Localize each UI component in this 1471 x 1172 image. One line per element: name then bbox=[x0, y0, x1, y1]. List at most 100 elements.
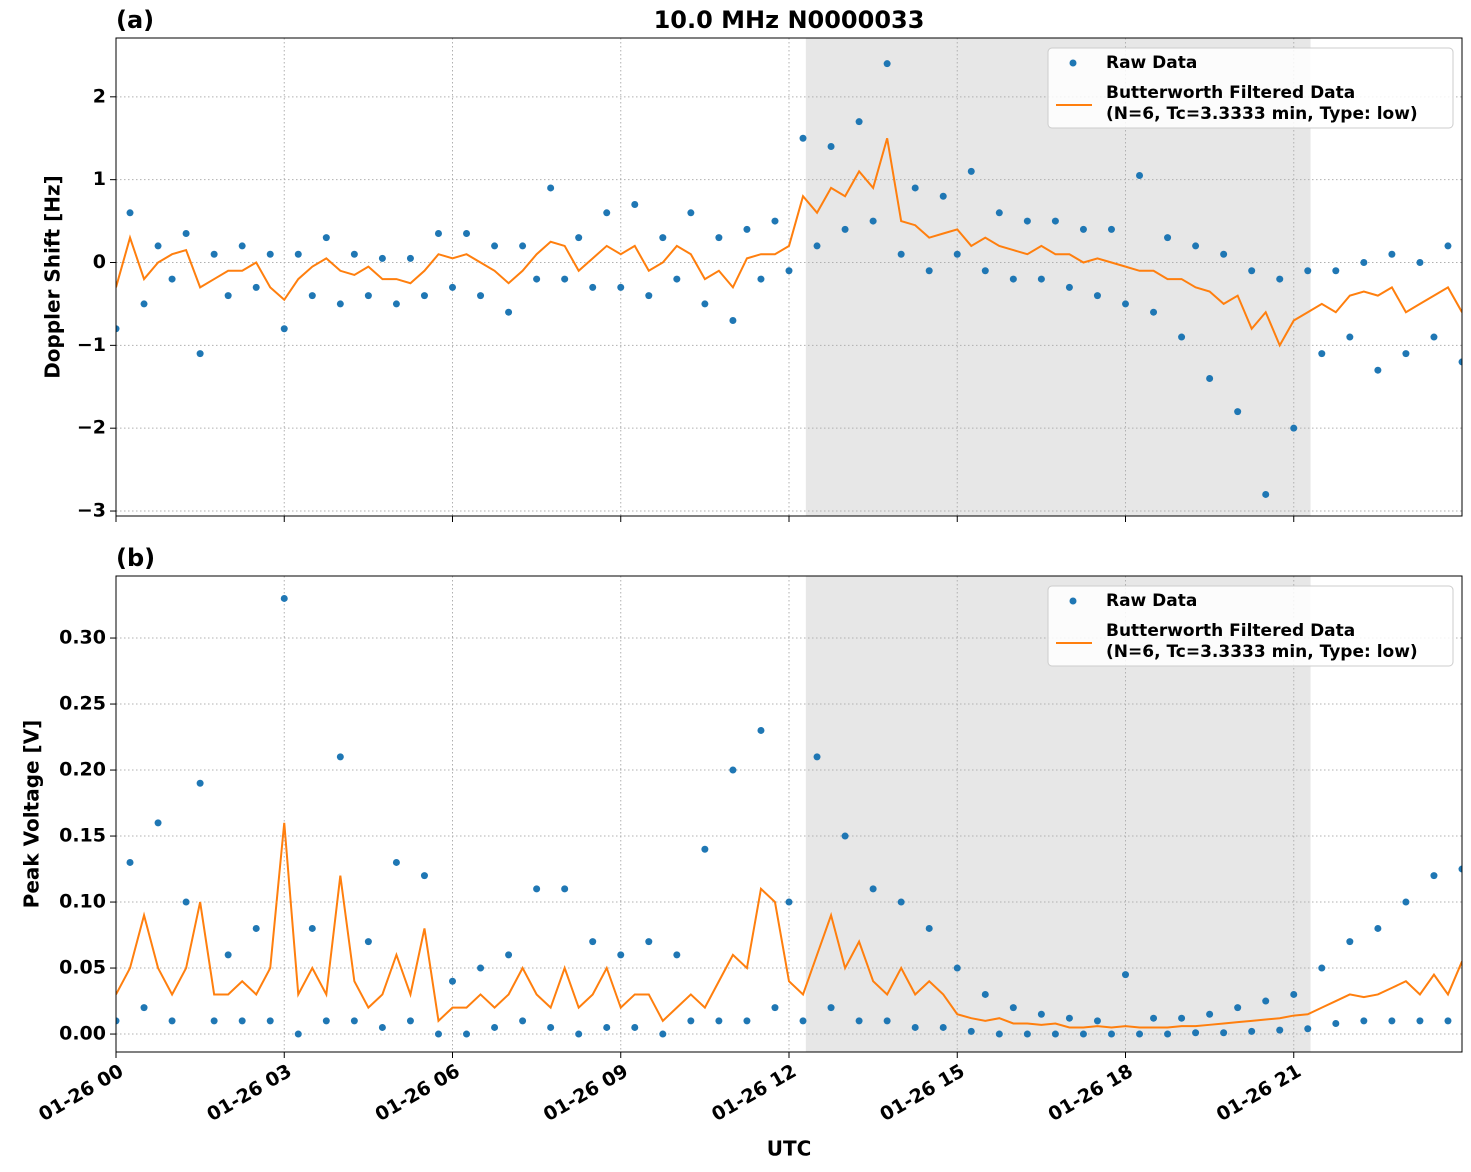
raw-point bbox=[743, 225, 751, 233]
raw-point bbox=[1023, 217, 1031, 225]
raw-point bbox=[1332, 267, 1340, 275]
raw-point bbox=[434, 230, 442, 238]
raw-point bbox=[575, 1030, 583, 1038]
raw-point bbox=[477, 964, 485, 972]
raw-point bbox=[995, 1030, 1003, 1038]
raw-point bbox=[1458, 865, 1462, 873]
raw-point bbox=[1290, 424, 1298, 432]
raw-point bbox=[116, 1017, 120, 1025]
raw-point bbox=[729, 766, 737, 774]
raw-point bbox=[1037, 275, 1045, 283]
raw-point bbox=[280, 594, 288, 602]
raw-point bbox=[126, 858, 134, 866]
raw-point bbox=[364, 292, 372, 300]
raw-point bbox=[1136, 1030, 1144, 1038]
raw-point bbox=[140, 300, 148, 308]
raw-point bbox=[116, 325, 120, 333]
raw-point bbox=[533, 885, 541, 893]
raw-point bbox=[673, 951, 681, 959]
raw-point bbox=[827, 143, 835, 151]
raw-point bbox=[771, 217, 779, 225]
raw-point bbox=[1374, 924, 1382, 932]
legend: Raw Data Butterworth Filtered Data(N=6, T… bbox=[1047, 47, 1454, 129]
raw-point bbox=[477, 292, 485, 300]
y-tick-label: −2 bbox=[77, 417, 106, 439]
raw-point bbox=[1388, 1017, 1396, 1025]
legend: Raw Data Butterworth Filtered Data(N=6, T… bbox=[1047, 585, 1454, 667]
raw-point bbox=[953, 250, 961, 258]
x-tick-label: 01-26 03 bbox=[203, 1060, 295, 1126]
y-tick-label: 0.15 bbox=[59, 825, 106, 847]
raw-point bbox=[154, 819, 162, 827]
raw-point bbox=[1290, 990, 1298, 998]
raw-point bbox=[1079, 1030, 1087, 1038]
axes-frame bbox=[115, 575, 1463, 1053]
y-tick-label: 0.10 bbox=[59, 891, 106, 913]
raw-point bbox=[855, 118, 863, 126]
raw-point bbox=[1276, 275, 1284, 283]
y-tick-label: 0.25 bbox=[59, 693, 106, 715]
legend-label: Butterworth Filtered Data bbox=[1106, 83, 1355, 103]
raw-point bbox=[463, 230, 471, 238]
raw-point bbox=[1093, 1017, 1101, 1025]
raw-point bbox=[967, 167, 975, 175]
raw-point bbox=[238, 242, 246, 250]
raw-point bbox=[140, 1004, 148, 1012]
raw-point bbox=[126, 209, 134, 217]
raw-point bbox=[1164, 234, 1172, 242]
raw-point bbox=[911, 1023, 919, 1031]
raw-point bbox=[883, 60, 891, 68]
raw-point bbox=[1051, 1030, 1059, 1038]
raw-point bbox=[406, 1017, 414, 1025]
raw-point bbox=[701, 300, 709, 308]
raw-point bbox=[1304, 1025, 1312, 1033]
raw-point bbox=[1262, 997, 1270, 1005]
raw-point bbox=[715, 1017, 723, 1025]
raw-point bbox=[1009, 275, 1017, 283]
legend-marker bbox=[1069, 597, 1077, 605]
raw-point bbox=[1009, 1004, 1017, 1012]
raw-point bbox=[659, 1030, 667, 1038]
panel: 0.00 0.05 0.10 0.15 0.20 0.25 0.30 01-26 00 01-2… bbox=[20, 544, 1463, 1161]
raw-point bbox=[182, 230, 190, 238]
raw-point bbox=[1388, 250, 1396, 258]
raw-point bbox=[995, 209, 1003, 217]
y-tick-label: −1 bbox=[77, 334, 106, 356]
y-tick-label: 0.00 bbox=[59, 1023, 106, 1045]
raw-point bbox=[785, 267, 793, 275]
raw-point bbox=[505, 951, 513, 959]
raw-point bbox=[841, 832, 849, 840]
raw-point bbox=[1276, 1026, 1284, 1034]
raw-point bbox=[673, 275, 681, 283]
chart-title: 10.0 MHz N0000033 bbox=[654, 6, 925, 34]
raw-point bbox=[154, 242, 162, 250]
raw-point bbox=[883, 1017, 891, 1025]
raw-point bbox=[1192, 242, 1200, 250]
x-tick-label: 01-26 09 bbox=[540, 1060, 632, 1126]
raw-point bbox=[771, 1004, 779, 1012]
x-tick-label: 01-26 12 bbox=[708, 1060, 800, 1126]
legend-label: Butterworth Filtered Data bbox=[1106, 621, 1355, 641]
raw-point bbox=[911, 184, 919, 192]
raw-point bbox=[1107, 1030, 1115, 1038]
raw-point bbox=[981, 990, 989, 998]
x-tick-label: 01-26 06 bbox=[371, 1060, 463, 1126]
raw-point bbox=[266, 250, 274, 258]
raw-point bbox=[617, 283, 625, 291]
raw-point bbox=[406, 254, 414, 262]
raw-point bbox=[869, 885, 877, 893]
raw-point bbox=[967, 1027, 975, 1035]
raw-point bbox=[1065, 283, 1073, 291]
panel-label: (a) bbox=[116, 6, 154, 34]
raw-point bbox=[813, 753, 821, 761]
raw-point bbox=[1164, 1030, 1172, 1038]
raw-point bbox=[659, 234, 667, 242]
raw-point bbox=[182, 898, 190, 906]
raw-point bbox=[1304, 267, 1312, 275]
raw-point bbox=[1458, 358, 1462, 366]
panel: −3 −2 −1 0 1 2 (a) 10.0 MHz N0000033 Doppler Shi… bbox=[41, 6, 1463, 522]
raw-point bbox=[463, 1030, 471, 1038]
raw-point bbox=[1051, 217, 1059, 225]
raw-point bbox=[841, 225, 849, 233]
